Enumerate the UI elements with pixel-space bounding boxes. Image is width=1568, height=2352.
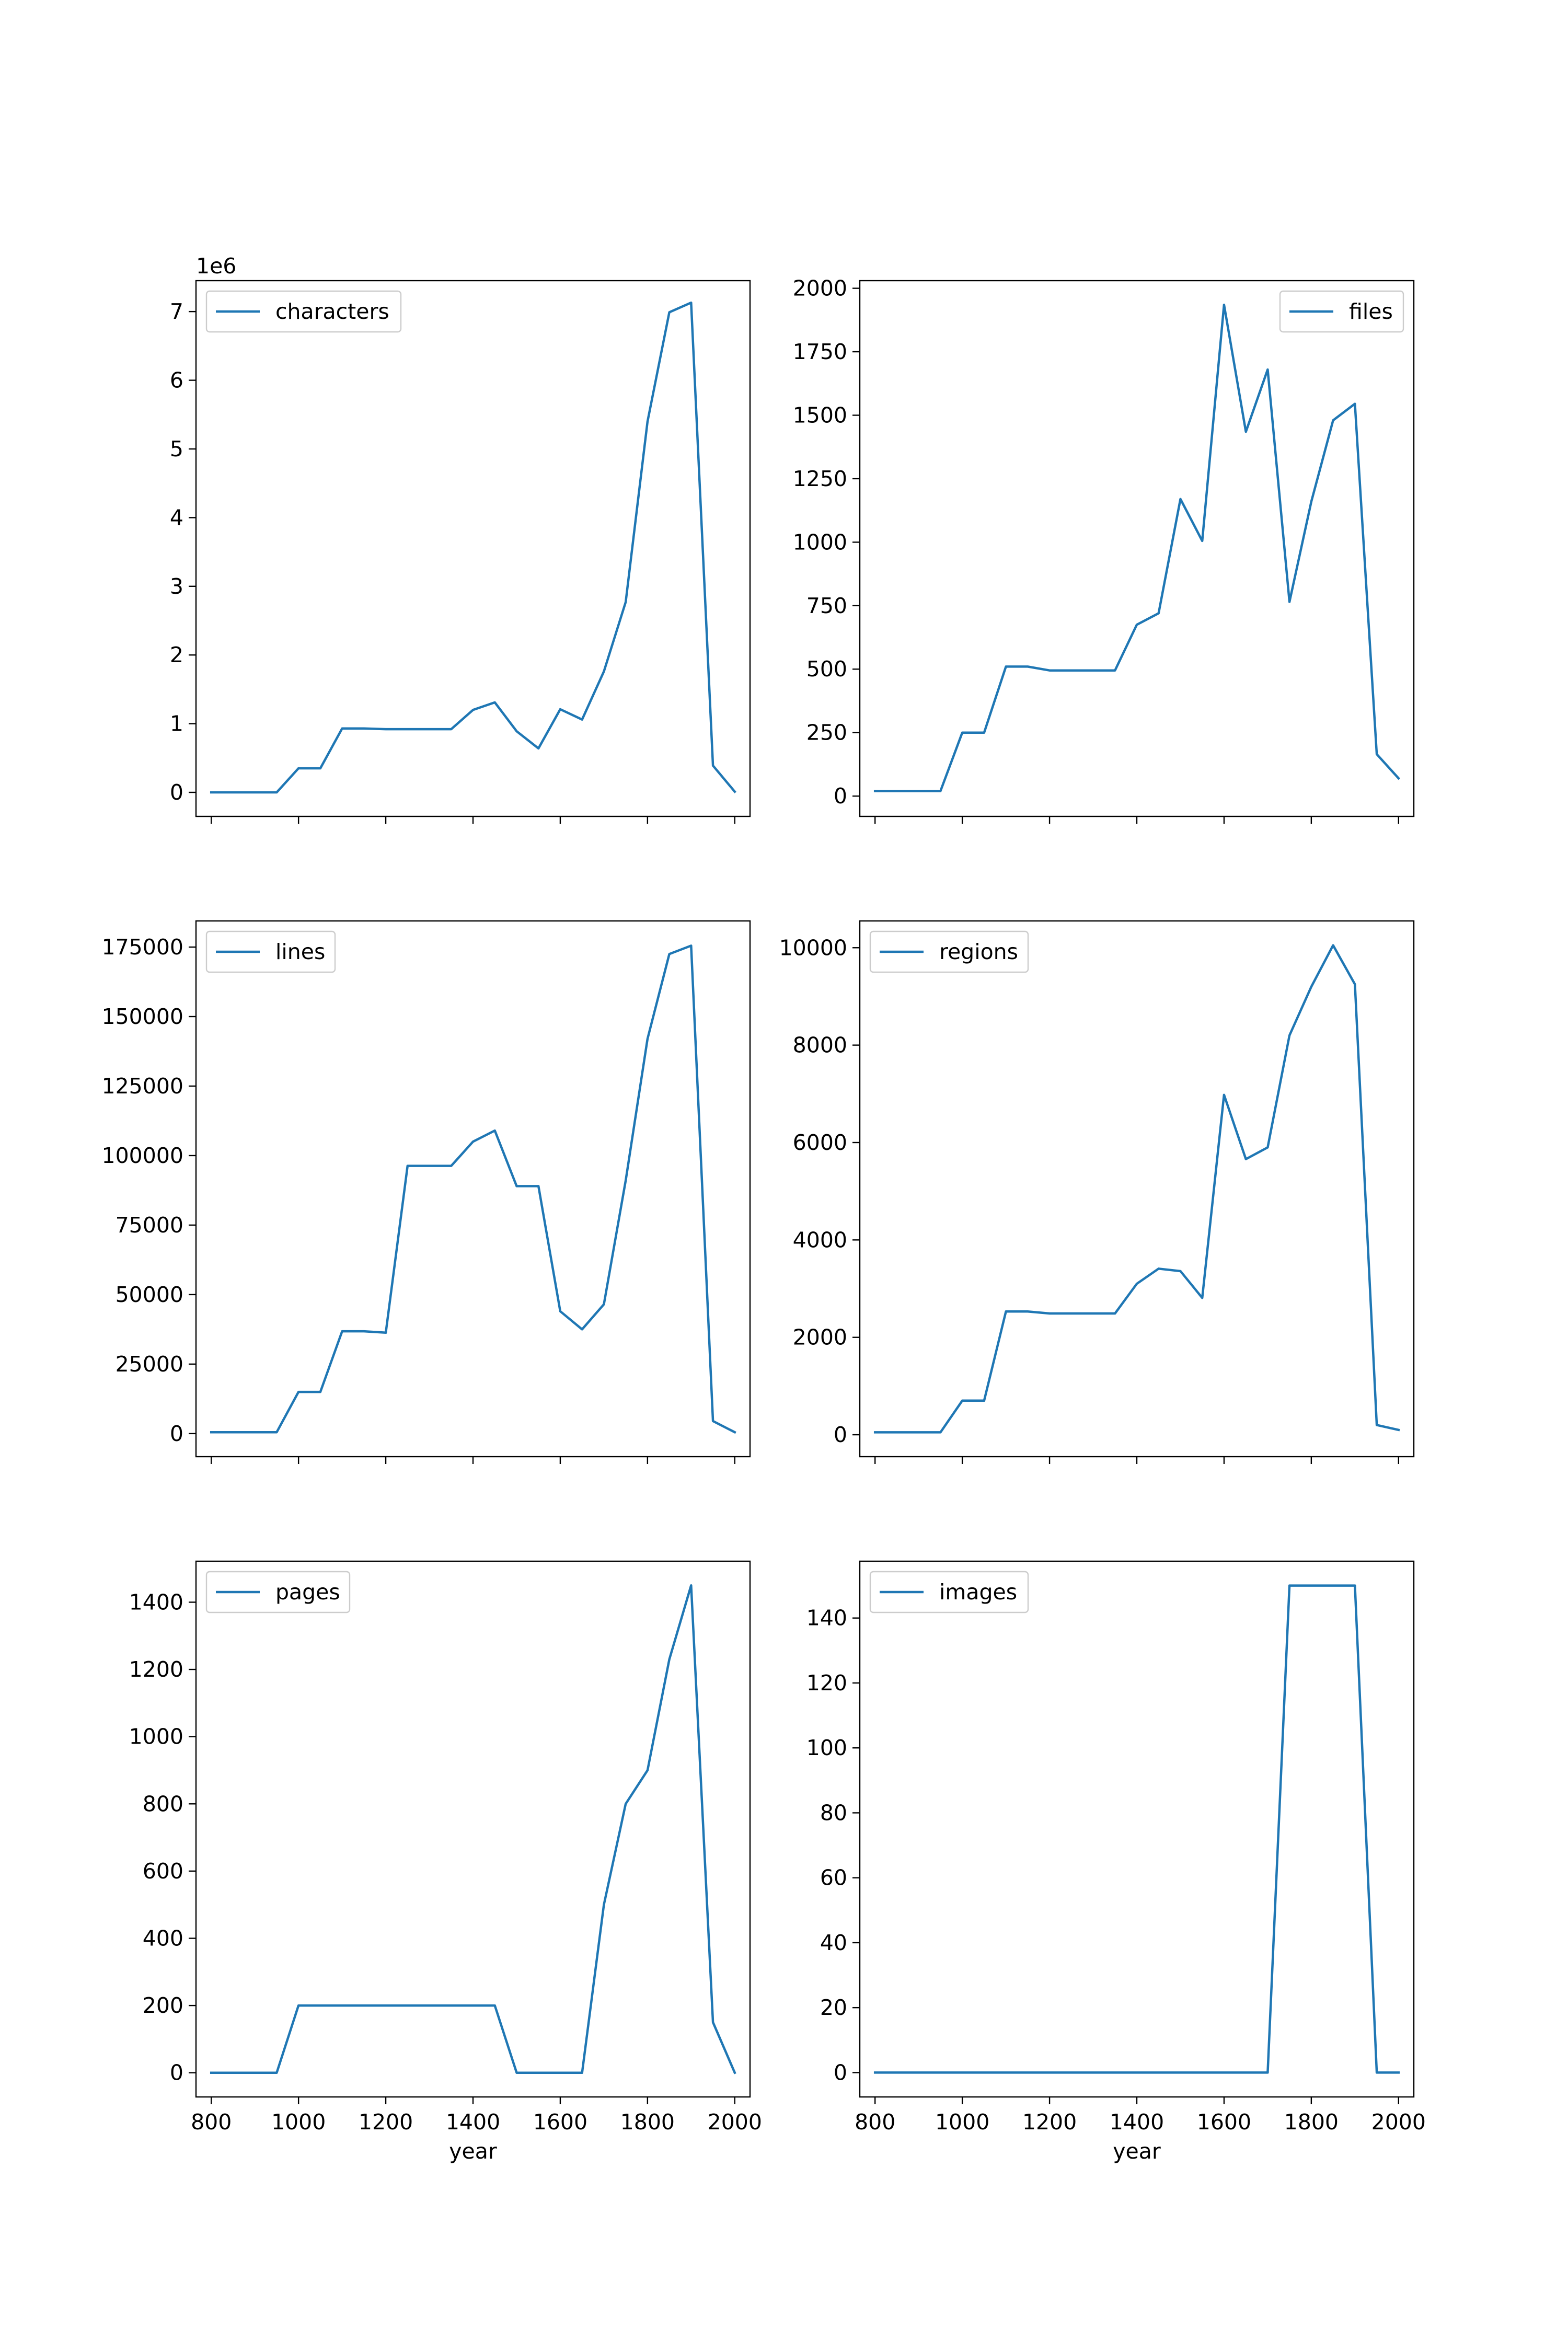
legend-label-pages: pages [275, 1579, 340, 1605]
y-tick-label: 750 [806, 593, 847, 618]
legend-box [869, 1571, 1029, 1613]
legend-label-files: files [1349, 299, 1393, 324]
y-tick-label: 2000 [793, 1325, 847, 1350]
y-tick-label: 2 [170, 642, 183, 667]
regions-subplot: 0 2000 4000 6000 8000 10000 regions [779, 920, 1415, 1464]
series-line-regions [873, 944, 1400, 1434]
y-tick-label: 1400 [129, 1589, 183, 1615]
y-tick-label: 200 [143, 1993, 183, 2018]
x-tick-label: 1800 [1284, 2109, 1339, 2135]
y-tick-label: 2000 [793, 276, 847, 301]
series-line-lines [210, 944, 736, 1434]
y-tick-label: 0 [834, 1422, 847, 1447]
y-offset-label: 1e6 [196, 253, 236, 279]
y-tick-label: 150000 [101, 1004, 183, 1029]
y-tick-label: 1750 [793, 339, 847, 364]
images-subplot: year 0 20 40 60 80 100 120 140 800 1000 1200 1400 16… [806, 1560, 1426, 2164]
y-tick-label: 500 [806, 656, 847, 682]
files-subplot: 0 250 500 750 1000 1250 1500 1750 2000 files [793, 276, 1415, 824]
y-tick-label: 10000 [779, 935, 847, 960]
y-tick-label: 60 [820, 1865, 847, 1890]
series-line-images [873, 1584, 1400, 2074]
x-tick-label: 1200 [359, 2109, 413, 2135]
x-tick-label: 2000 [1371, 2109, 1426, 2135]
y-tick-label: 0 [834, 783, 847, 809]
y-tick-label: 600 [143, 1859, 183, 1884]
characters-subplot: 1e6 0 1 2 3 4 5 6 7 characters [170, 253, 751, 824]
y-tick-label: 4 [170, 505, 183, 530]
y-tick-label: 3 [170, 574, 183, 599]
x-axis-label: year [1113, 2139, 1161, 2164]
y-tick-label: 1250 [793, 466, 847, 491]
y-tick-label: 0 [170, 780, 183, 805]
y-tick-label: 8000 [793, 1033, 847, 1058]
y-tick-label: 0 [834, 2060, 847, 2085]
y-tick-label: 1500 [793, 402, 847, 428]
legend-box [205, 930, 336, 973]
x-tick-label: 1000 [935, 2109, 989, 2135]
y-tick-label: 75000 [116, 1213, 183, 1238]
series-line-pages [210, 1584, 736, 2074]
x-tick-label: 1600 [1197, 2109, 1251, 2135]
y-tick-label: 6000 [793, 1130, 847, 1155]
y-tick-label: 4000 [793, 1227, 847, 1252]
series-line-characters [210, 301, 736, 794]
pages-subplot: year 0 200 400 600 800 1000 1200 1400 800 1000 120… [129, 1560, 762, 2164]
y-tick-label: 125000 [101, 1074, 183, 1099]
x-axis-label: year [449, 2139, 497, 2164]
y-tick-label: 80 [820, 1800, 847, 1825]
y-tick-label: 100 [806, 1735, 847, 1760]
x-tick-label: 1000 [271, 2109, 326, 2135]
y-tick-label: 0 [170, 1421, 183, 1446]
x-tick-label: 800 [855, 2109, 895, 2135]
y-tick-label: 400 [143, 1926, 183, 1951]
y-tick-label: 1200 [129, 1657, 183, 1682]
x-tick-label: 1800 [620, 2109, 675, 2135]
x-tick-label: 1400 [1110, 2109, 1164, 2135]
lines-subplot: 0 25000 50000 75000 100000 125000 150000 175000… [101, 920, 751, 1464]
x-tick-label: 1200 [1022, 2109, 1077, 2135]
y-tick-label: 0 [170, 2060, 183, 2085]
legend-label-lines: lines [275, 939, 325, 964]
y-tick-label: 1000 [129, 1724, 183, 1749]
y-tick-label: 6 [170, 368, 183, 393]
legend-box [869, 930, 1029, 973]
x-tick-label: 800 [191, 2109, 232, 2135]
y-tick-label: 20 [820, 1995, 847, 2020]
y-tick-label: 120 [806, 1670, 847, 1696]
legend-label-regions: regions [939, 939, 1018, 964]
y-tick-label: 175000 [101, 935, 183, 960]
legend-label-images: images [939, 1579, 1017, 1605]
legend-box [205, 290, 402, 333]
y-tick-label: 250 [806, 720, 847, 745]
legend-box [205, 1571, 351, 1613]
y-tick-label: 100000 [101, 1143, 183, 1168]
x-tick-label: 1400 [446, 2109, 500, 2135]
y-tick-label: 1 [170, 711, 183, 736]
y-tick-label: 800 [143, 1791, 183, 1816]
y-tick-label: 5 [170, 436, 183, 462]
legend-box [1279, 290, 1404, 333]
y-tick-label: 140 [806, 1606, 847, 1631]
y-tick-label: 25000 [116, 1352, 183, 1377]
series-line-files [873, 303, 1400, 792]
y-tick-label: 1000 [793, 529, 847, 555]
legend-label-characters: characters [275, 299, 389, 324]
y-tick-label: 50000 [116, 1282, 183, 1307]
x-tick-label: 2000 [708, 2109, 762, 2135]
y-tick-label: 7 [170, 299, 183, 324]
y-tick-label: 40 [820, 1930, 847, 1955]
x-tick-label: 1600 [533, 2109, 587, 2135]
